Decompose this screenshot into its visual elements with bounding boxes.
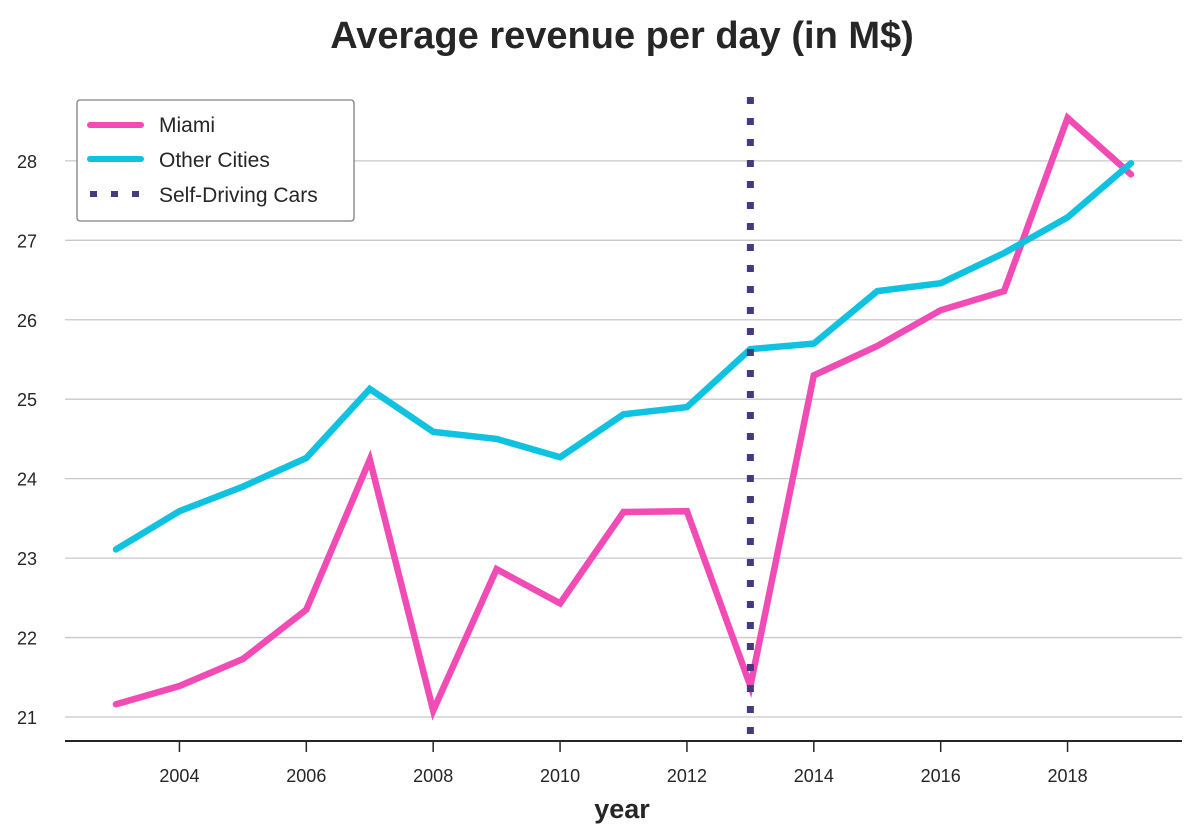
chart-title: Average revenue per day (in M$): [330, 15, 914, 57]
legend-box: [76, 99, 355, 222]
legend-label-miami: Miami: [159, 114, 215, 137]
legend-item-other-cities: Other Cities: [87, 149, 270, 172]
legend: Miami Other Cities Self-Driving Cars: [76, 99, 355, 222]
x-tick-label: 2004: [159, 766, 199, 786]
x-tick-label: 2006: [286, 766, 326, 786]
gridlines: [65, 160, 1182, 718]
x-tick-label: 2012: [667, 766, 707, 786]
legend-item-miami: Miami: [87, 114, 215, 137]
legend-label-self-driving-cars: Self-Driving Cars: [159, 184, 318, 207]
y-tick-label: 23: [17, 549, 37, 569]
series-layer: [112, 112, 1135, 721]
x-tick-label: 2016: [921, 766, 961, 786]
x-axis-label: year: [594, 794, 650, 824]
y-tick-label: 26: [17, 311, 37, 331]
x-tick-label: 2008: [413, 766, 453, 786]
x-ticks: 2004 2006 2008 2010 2012 2014 2016 2018: [159, 741, 1088, 786]
y-tick-label: 28: [17, 152, 37, 172]
y-ticks: 21 22 23 24 25 26 27 28: [17, 152, 37, 728]
x-tick-label: 2010: [540, 766, 580, 786]
legend-label-other-cities: Other Cities: [159, 149, 270, 172]
legend-item-self-driving-cars: Self-Driving Cars: [90, 184, 318, 207]
y-tick-label: 27: [17, 231, 37, 251]
y-tick-label: 21: [17, 708, 37, 728]
y-tick-label: 25: [17, 390, 37, 410]
y-tick-label: 22: [17, 629, 37, 649]
y-tick-label: 24: [17, 470, 37, 490]
x-tick-label: 2018: [1048, 766, 1088, 786]
x-tick-label: 2014: [794, 766, 834, 786]
